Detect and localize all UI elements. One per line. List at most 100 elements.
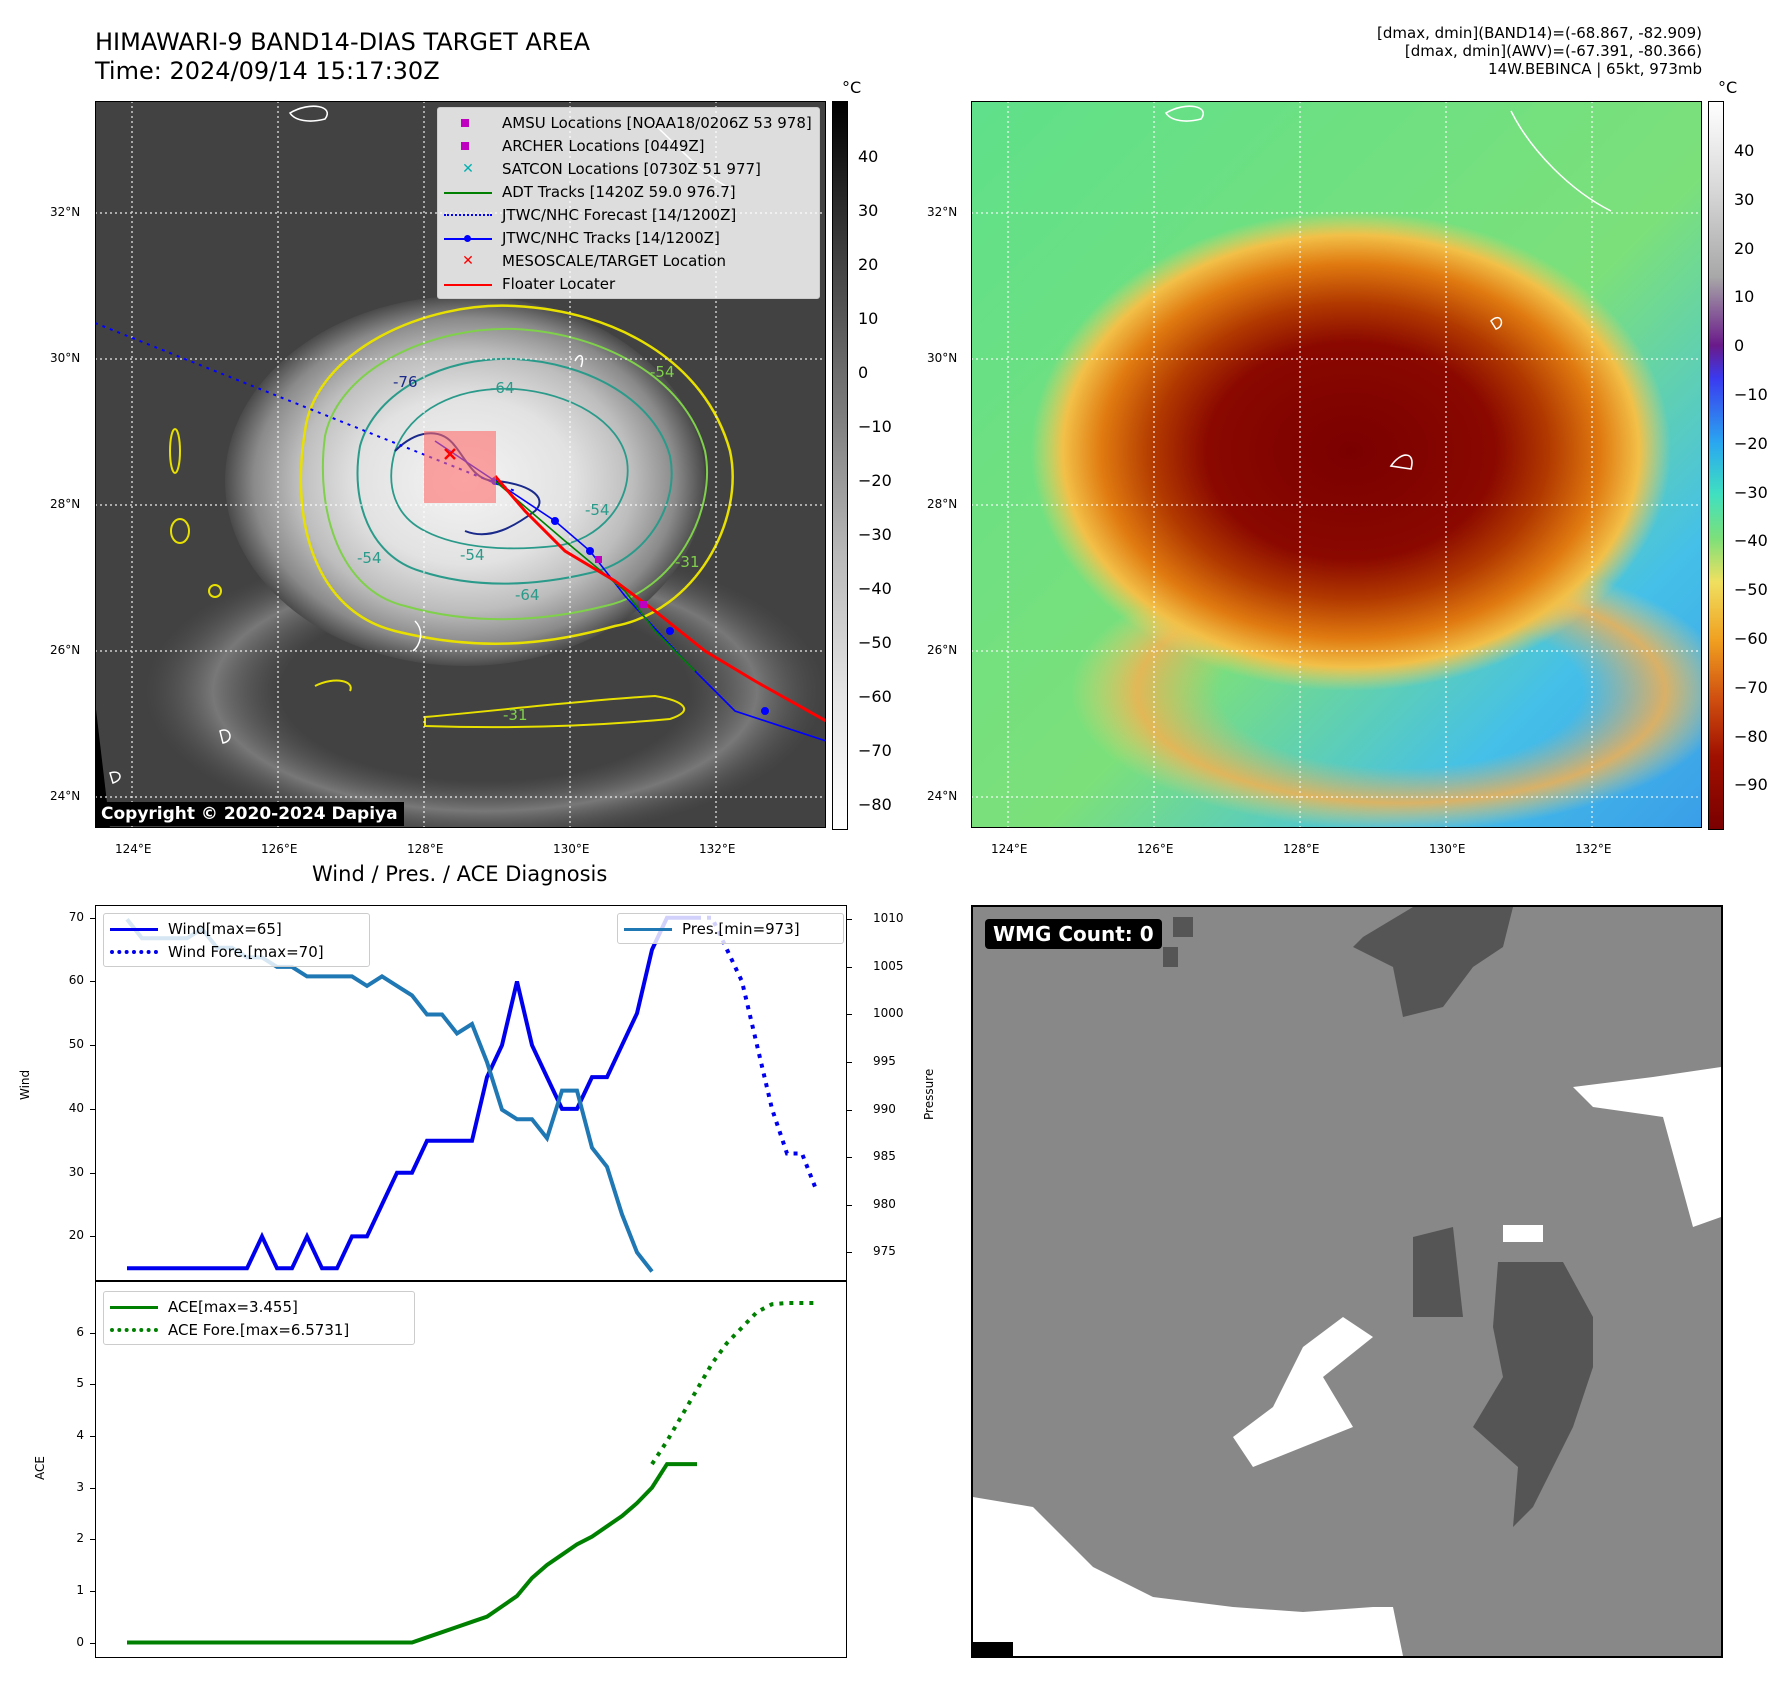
legend-item-wind-fore: Wind Fore.[max=70] [104,940,369,963]
tick-mark [847,1252,852,1254]
axis-tick: 3 [76,1479,84,1494]
figure-title: HIMAWARI-9 BAND14-DIAS TARGET AREA Time:… [95,28,590,86]
colorbar-tick: −50 [1734,580,1768,600]
wmg-count-badge: WMG Count: 0 [985,919,1162,949]
colorbar-tick: −80 [1734,726,1768,746]
info-line-2: [dmax, dmin](AWV)=(-67.391, -80.366) [1404,42,1702,60]
colorbar-tick: −60 [858,687,892,706]
tick-mark [847,1014,852,1016]
lon-tick: 130°E [553,842,590,856]
legend-item-jtwc-forecast: JTWC/NHC Forecast [14/1200Z] [438,203,819,226]
colorbar-tick: −40 [858,579,892,598]
colorbar-tick: 20 [1734,238,1755,258]
tick-mark [847,1157,852,1159]
lon-tick: 126°E [261,842,298,856]
series-line [697,915,819,1193]
axis-tick: 0 [76,1634,84,1649]
contour-label: -54 [357,549,382,567]
colorbar-tick: −10 [858,417,892,436]
colorbar-tick: 30 [858,201,879,220]
tick-mark [90,1108,95,1110]
copyright-badge: Copyright © 2020-2024 Dapiya [95,802,404,826]
colorbar-tick: −20 [1734,433,1768,453]
tick-mark [847,1109,852,1111]
series-line [127,915,697,1271]
lat-tick: 24°N [50,789,81,803]
contour-label: -76 [393,373,418,391]
contour-label: -64 [490,379,515,397]
contour-label: -54 [585,501,610,519]
tick-mark [90,1384,95,1386]
tick-mark [847,1062,852,1064]
axis-tick: 20 [68,1228,84,1243]
ace-legend: ACE[max=3.455] ACE Fore.[max=6.5731] [103,1291,415,1345]
colorbar-tick: −70 [1734,677,1768,697]
lat-tick: 26°N [50,643,81,657]
series-line [127,1462,697,1645]
ir-colorbar [832,101,848,830]
axis-tick: 980 [873,1196,896,1211]
diagnosis-chart [94,904,848,1659]
legend-item-amsu: AMSU Locations [NOAA18/0206Z 53 978] [438,111,819,134]
lat-tick: 26°N [927,643,958,657]
tick-mark [847,1204,852,1206]
axis-tick: 990 [873,1101,896,1116]
contour-label: -31 [675,553,700,571]
colorbar-tick: −10 [1734,385,1768,404]
title-line-1: HIMAWARI-9 BAND14-DIAS TARGET AREA [95,28,591,56]
info-line-1: [dmax, dmin](BAND14)=(-68.867, -82.909) [1377,24,1702,42]
lon-tick: 126°E [1137,842,1174,856]
legend-item-ace-fore: ACE Fore.[max=6.5731] [104,1318,414,1341]
contour-label: -31 [503,706,528,724]
wmg-map [973,907,1721,1656]
colorbar-tick: −80 [858,795,892,814]
lon-tick: 128°E [1283,842,1320,856]
tick-mark [847,966,852,968]
wmg-panel: WMG Count: 0 [971,905,1723,1658]
info-line-3: 14W.BEBINCA | 65kt, 973mb [1488,60,1702,78]
wind-ylabel: Wind [18,1069,32,1100]
lat-tick: 32°N [50,205,81,219]
tick-mark [90,1487,95,1489]
colorbar-tick: −70 [858,741,892,760]
awv-map [971,101,1731,831]
ace-ylabel: ACE [33,1456,47,1480]
contour-label: -54 [650,363,675,381]
colorbar-tick: −30 [1734,482,1768,502]
colorbar-tick: 40 [1734,141,1755,160]
diagnosis-title: Wind / Pres. / ACE Diagnosis [312,862,608,886]
axis-tick: 5 [76,1376,84,1391]
axis-tick: 975 [873,1244,896,1259]
legend-item-jtwc-tracks: JTWC/NHC Tracks [14/1200Z] [438,226,819,249]
tick-mark [90,917,95,919]
pres-legend: Pres.[min=973] [617,913,844,944]
lat-tick: 30°N [927,351,958,365]
diagnosis-panel: Wind[max=65] Wind Fore.[max=70] Pres.[mi… [94,904,848,1659]
axis-tick: 2 [76,1531,84,1546]
awv-colorbar-unit: °C [1718,78,1738,97]
axis-tick: 30 [68,1164,84,1179]
legend-item-adt: ADT Tracks [1420Z 59.0 976.7] [438,180,819,203]
tick-mark [90,981,95,983]
tick-mark [847,919,852,921]
colorbar-tick: −50 [858,633,892,652]
colorbar-tick: 40 [858,147,879,166]
lon-tick: 132°E [699,842,736,856]
legend-item-ace: ACE[max=3.455] [104,1295,414,1318]
axis-tick: 1 [76,1582,84,1597]
lat-tick: 30°N [50,351,81,365]
lon-tick: 124°E [115,842,152,856]
storm-info: [dmax, dmin](BAND14)=(-68.867, -82.909) … [1377,24,1702,78]
colorbar-tick: −60 [1734,629,1768,648]
legend-item-floater: Floater Locater [438,272,819,295]
lat-tick: 24°N [927,789,958,803]
awv-colorbar [1708,101,1724,830]
tick-mark [90,1590,95,1592]
contour-label: -64 [515,586,540,604]
axis-tick: 995 [873,1054,896,1069]
tick-mark [90,1539,95,1541]
lon-tick: 130°E [1429,842,1466,856]
axis-tick: 6 [76,1324,84,1339]
wind-legend: Wind[max=65] Wind Fore.[max=70] [103,913,370,967]
legend-item-archer: ARCHER Locations [0449Z] [438,134,819,157]
